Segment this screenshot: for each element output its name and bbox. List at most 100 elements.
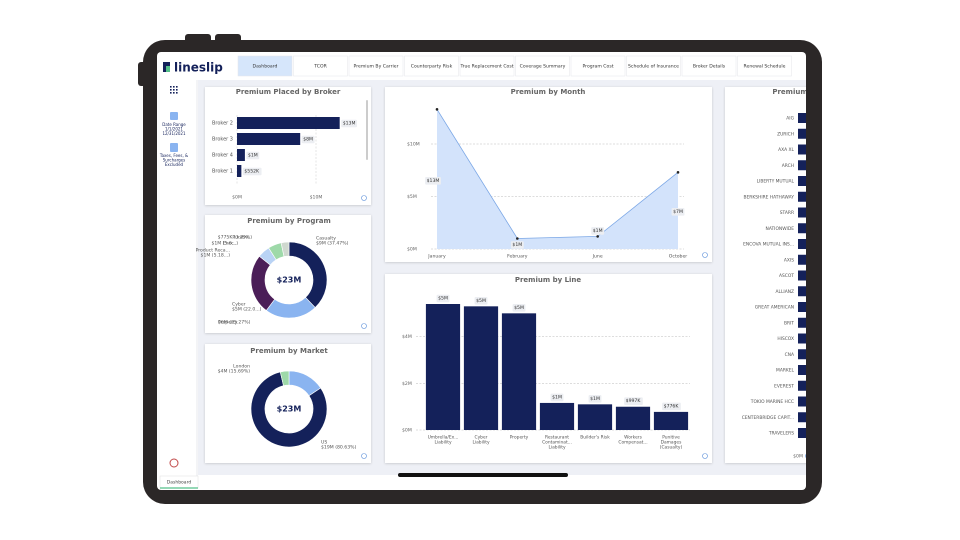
tab-label[interactable]: Dashboard: [253, 64, 278, 70]
bar: [798, 191, 806, 202]
info-icon[interactable]: [805, 453, 811, 459]
slice-value: $1M (5.18...): [201, 253, 231, 259]
y-tick-label: NATIONWIDE: [766, 226, 795, 232]
y-tick-label: STARR: [780, 210, 794, 216]
x-tick-label: Liability: [548, 445, 566, 451]
scrollbar[interactable]: [366, 100, 368, 160]
data-label: $552K: [244, 169, 260, 175]
slice-label: Exec...: [223, 241, 238, 247]
tab[interactable]: [681, 55, 737, 77]
bar: [798, 428, 806, 438]
tab[interactable]: [293, 55, 348, 77]
filter-icon[interactable]: [170, 143, 178, 152]
data-label: $5M: [476, 298, 486, 304]
data-label: $8M: [303, 137, 313, 143]
bar: [615, 406, 651, 430]
data-label-box: [550, 393, 564, 402]
tab[interactable]: [348, 55, 404, 77]
bar: [798, 239, 806, 249]
info-icon[interactable]: [361, 195, 367, 201]
bar: [798, 113, 806, 123]
y-tick-label: TOKIO MARINE HCC: [750, 399, 794, 405]
bar: [798, 349, 806, 360]
bar: [798, 365, 806, 375]
chart-title: Premium by Program: [247, 217, 331, 225]
bar: [798, 160, 806, 171]
x-tick-label: Cyber: [475, 435, 488, 441]
slice-label: Punitiv...: [232, 235, 252, 241]
tab-label[interactable]: Coverage Summary: [520, 64, 566, 70]
tab-label[interactable]: Premium By Carrier: [354, 64, 399, 70]
donut-slice: [280, 241, 290, 257]
point: [596, 235, 599, 238]
panel: [205, 87, 371, 205]
taxes-note: Surcharges: [163, 158, 185, 163]
tab[interactable]: [515, 55, 570, 77]
data-label-box: [512, 304, 526, 312]
bar: [463, 306, 499, 430]
tab-label[interactable]: Program Cost: [582, 64, 613, 70]
date-range: 12/31/2021: [162, 131, 186, 136]
page-tab-label[interactable]: Dashboard: [167, 480, 192, 486]
grid-icon[interactable]: [170, 86, 178, 94]
x-tick-label: $0M: [232, 195, 242, 201]
x-tick-label: February: [507, 254, 528, 260]
x-tick-label: Property: [510, 435, 529, 441]
logo: lineslip: [174, 61, 223, 75]
y-tick-label: $4M: [402, 334, 412, 340]
x-tick-label: Builder's Risk: [580, 435, 610, 441]
data-label: $13M: [427, 178, 440, 184]
bar: [798, 144, 806, 155]
tab-label[interactable]: True Replacement Cost: [459, 64, 513, 70]
info-icon[interactable]: [702, 252, 708, 258]
x-tick-label: Compensat...: [618, 440, 647, 446]
point: [676, 171, 680, 174]
info-icon[interactable]: [361, 323, 367, 329]
bar: [237, 149, 245, 161]
carrier-panel: Premium $0M AIG ZURICH AXA XL ARCH LIBERTY MUT…: [742, 88, 806, 460]
slice-value: $775K (3.29%): [218, 235, 253, 241]
chart-title: Premium by Market: [250, 347, 328, 355]
tab[interactable]: [570, 55, 626, 77]
logo-mark: [166, 66, 170, 72]
bar: [653, 411, 689, 430]
tab-label[interactable]: Broker Details: [693, 64, 726, 70]
bar: [798, 128, 806, 139]
x-tick-label: Workers: [624, 435, 642, 441]
y-tick-label: $5M: [407, 194, 417, 200]
slice-value: $4M (15.69%): [218, 369, 251, 375]
bar: [425, 304, 461, 430]
tab-label[interactable]: TCOR: [313, 64, 327, 70]
data-label-box: [301, 135, 315, 144]
y-tick-label: AIG: [786, 116, 794, 122]
y-tick-label: Broker 2: [212, 121, 233, 127]
y-tick-label: Broker 4: [212, 153, 233, 159]
y-tick-label: ALLIANZ: [776, 289, 795, 295]
donut-center: $23M: [277, 276, 302, 285]
tab[interactable]: [737, 55, 792, 77]
bar: [798, 286, 806, 297]
data-label-box: [671, 208, 685, 216]
info-icon[interactable]: [702, 453, 708, 459]
home-indicator: [398, 473, 568, 477]
data-label-box: [662, 402, 681, 411]
bar: [577, 404, 613, 430]
y-tick-label: $0M: [402, 428, 412, 434]
bar: [798, 207, 806, 218]
slice-label: Property: [218, 320, 238, 326]
tab[interactable]: [626, 55, 681, 77]
slice-label: London: [233, 364, 250, 370]
tab-label[interactable]: Counterparty Risk: [411, 64, 453, 70]
bar: [237, 133, 301, 145]
y-tick-label: ASCOT: [779, 273, 794, 279]
tab-label[interactable]: Renewal Schedule: [744, 64, 786, 70]
bar: [501, 313, 537, 430]
info-icon[interactable]: [361, 453, 367, 459]
tab-label[interactable]: Schedule of Insurance: [628, 64, 679, 70]
donut-slice: [279, 370, 290, 386]
tab[interactable]: [237, 55, 293, 77]
date-icon[interactable]: [170, 112, 178, 120]
tab[interactable]: [404, 55, 459, 77]
tab[interactable]: [459, 55, 515, 77]
x-tick-label: $10M: [310, 195, 323, 201]
